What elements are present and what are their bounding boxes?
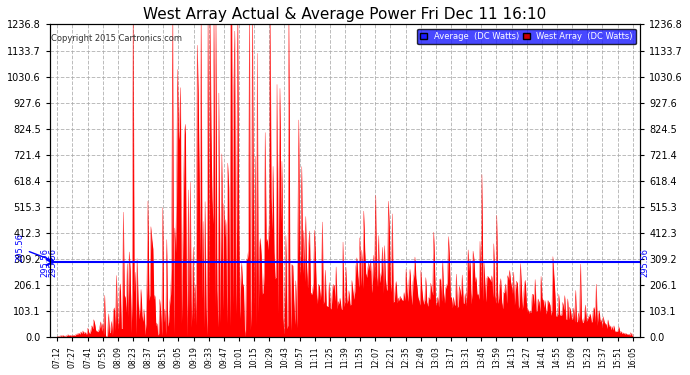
Text: 295.56: 295.56 bbox=[41, 248, 50, 277]
Text: 295.56: 295.56 bbox=[640, 248, 649, 277]
Title: West Array Actual & Average Power Fri Dec 11 16:10: West Array Actual & Average Power Fri De… bbox=[144, 7, 546, 22]
Legend: Average  (DC Watts), West Array  (DC Watts): Average (DC Watts), West Array (DC Watts… bbox=[417, 28, 636, 44]
Text: 295.56: 295.56 bbox=[15, 233, 53, 262]
Text: Copyright 2015 Cartronics.com: Copyright 2015 Cartronics.com bbox=[51, 34, 182, 43]
Text: 295.56: 295.56 bbox=[48, 248, 57, 277]
